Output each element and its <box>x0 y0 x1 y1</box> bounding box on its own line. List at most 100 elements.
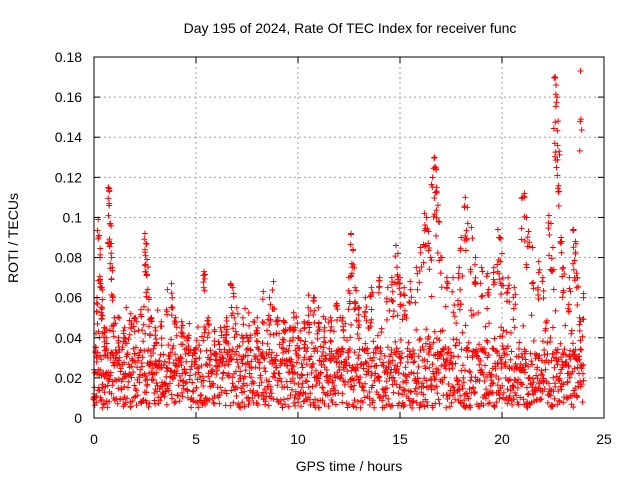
data-point-marker <box>360 384 367 391</box>
data-point-marker <box>239 314 246 321</box>
y-tick-label: 0.04 <box>55 330 82 346</box>
data-point-marker <box>500 346 507 353</box>
data-point-marker <box>346 345 353 352</box>
data-point-marker <box>515 401 522 408</box>
data-point-marker <box>285 347 292 354</box>
data-point-marker <box>301 318 308 325</box>
data-point-marker <box>419 380 426 387</box>
data-point-marker <box>363 359 370 366</box>
data-point-marker <box>109 264 116 271</box>
data-point-marker <box>571 351 578 358</box>
data-point-marker <box>505 274 512 281</box>
data-point-marker <box>94 301 101 308</box>
data-point-marker <box>165 387 172 394</box>
data-point-marker <box>313 382 320 389</box>
data-point-marker <box>316 357 323 364</box>
data-point-marker <box>188 363 195 370</box>
data-point-marker <box>490 264 497 271</box>
data-point-marker <box>345 306 352 313</box>
data-point-marker <box>412 385 419 392</box>
data-point-marker <box>328 317 335 324</box>
data-point-marker <box>138 363 145 370</box>
data-point-marker <box>574 274 581 281</box>
data-point-marker <box>241 373 248 380</box>
data-point-marker <box>220 355 227 362</box>
data-point-marker <box>193 384 200 391</box>
data-point-marker <box>91 402 98 409</box>
data-point-marker <box>535 258 542 265</box>
data-point-marker <box>272 356 279 363</box>
data-point-marker <box>516 339 523 346</box>
data-point-marker <box>353 287 360 294</box>
y-tick-label: 0.06 <box>55 290 82 306</box>
data-point-marker <box>475 309 482 316</box>
data-point-marker <box>467 369 474 376</box>
data-point-marker <box>499 333 506 340</box>
data-point-marker <box>331 387 338 394</box>
data-point-marker <box>428 382 435 389</box>
data-point-marker <box>99 296 106 303</box>
data-point-marker <box>463 227 470 234</box>
data-point-marker <box>332 401 339 408</box>
data-point-marker <box>127 310 134 317</box>
y-tick-label: 0.14 <box>55 129 82 145</box>
data-point-marker <box>234 359 241 366</box>
data-point-marker <box>346 300 353 307</box>
data-point-marker <box>484 339 491 346</box>
data-point-marker <box>143 293 150 300</box>
data-point-marker <box>161 358 168 365</box>
data-point-marker <box>545 225 552 232</box>
data-point-marker <box>432 376 439 383</box>
data-point-marker <box>460 379 467 386</box>
data-point-marker <box>298 360 305 367</box>
data-point-marker <box>571 365 578 372</box>
data-point-marker <box>393 381 400 388</box>
data-point-marker <box>388 296 395 303</box>
data-point-marker <box>306 356 313 363</box>
data-point-marker <box>440 346 447 353</box>
data-point-marker <box>522 356 529 363</box>
data-point-marker <box>476 361 483 368</box>
data-point-marker <box>134 392 141 399</box>
data-point-marker <box>136 379 143 386</box>
data-point-marker <box>457 286 464 293</box>
data-point-marker <box>122 399 129 406</box>
data-point-marker <box>549 324 556 331</box>
data-point-marker <box>362 340 369 347</box>
data-point-marker <box>554 361 561 368</box>
data-point-marker <box>533 372 540 379</box>
data-point-marker <box>477 280 484 287</box>
data-point-marker <box>398 337 405 344</box>
data-point-marker <box>166 380 173 387</box>
data-point-marker <box>417 335 424 342</box>
data-point-marker <box>549 268 556 275</box>
data-point-marker <box>542 325 549 332</box>
data-point-marker <box>261 364 268 371</box>
data-point-marker <box>336 375 343 382</box>
data-point-marker <box>545 380 552 387</box>
data-point-marker <box>420 383 427 390</box>
data-point-marker <box>156 357 163 364</box>
data-point-marker <box>278 378 285 385</box>
data-point-marker <box>124 395 131 402</box>
data-point-marker <box>565 308 572 315</box>
data-point-marker <box>357 374 364 381</box>
x-tick-label: 20 <box>494 431 510 447</box>
data-point-marker <box>448 399 455 406</box>
data-point-marker <box>109 293 116 300</box>
data-point-marker <box>400 291 407 298</box>
data-point-marker <box>237 404 244 411</box>
data-point-marker <box>510 316 517 323</box>
data-point-marker <box>546 386 553 393</box>
data-point-marker <box>348 230 355 237</box>
data-point-marker <box>444 285 451 292</box>
data-point-marker <box>272 374 279 381</box>
data-point-marker <box>576 314 583 321</box>
data-point-marker <box>481 362 488 369</box>
data-point-marker <box>418 264 425 271</box>
data-point-marker <box>458 367 465 374</box>
data-point-marker <box>466 386 473 393</box>
data-point-marker <box>507 376 514 383</box>
y-tick-label: 0.16 <box>55 89 82 105</box>
data-point-marker <box>172 314 179 321</box>
